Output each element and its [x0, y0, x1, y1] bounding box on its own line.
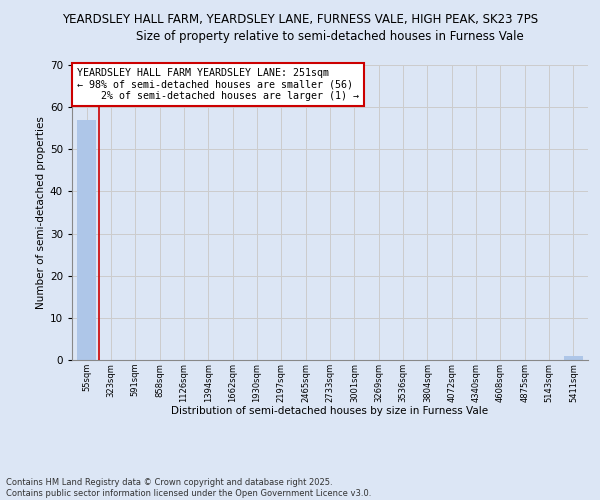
- Text: YEARDSLEY HALL FARM YEARDSLEY LANE: 251sqm
← 98% of semi-detached houses are sma: YEARDSLEY HALL FARM YEARDSLEY LANE: 251s…: [77, 68, 359, 101]
- Text: YEARDSLEY HALL FARM, YEARDSLEY LANE, FURNESS VALE, HIGH PEAK, SK23 7PS: YEARDSLEY HALL FARM, YEARDSLEY LANE, FUR…: [62, 12, 538, 26]
- Title: Size of property relative to semi-detached houses in Furness Vale: Size of property relative to semi-detach…: [136, 30, 524, 43]
- Bar: [563, 356, 583, 360]
- X-axis label: Distribution of semi-detached houses by size in Furness Vale: Distribution of semi-detached houses by …: [172, 406, 488, 416]
- Y-axis label: Number of semi-detached properties: Number of semi-detached properties: [35, 116, 46, 309]
- Text: Contains HM Land Registry data © Crown copyright and database right 2025.
Contai: Contains HM Land Registry data © Crown c…: [6, 478, 371, 498]
- Bar: [77, 120, 97, 360]
